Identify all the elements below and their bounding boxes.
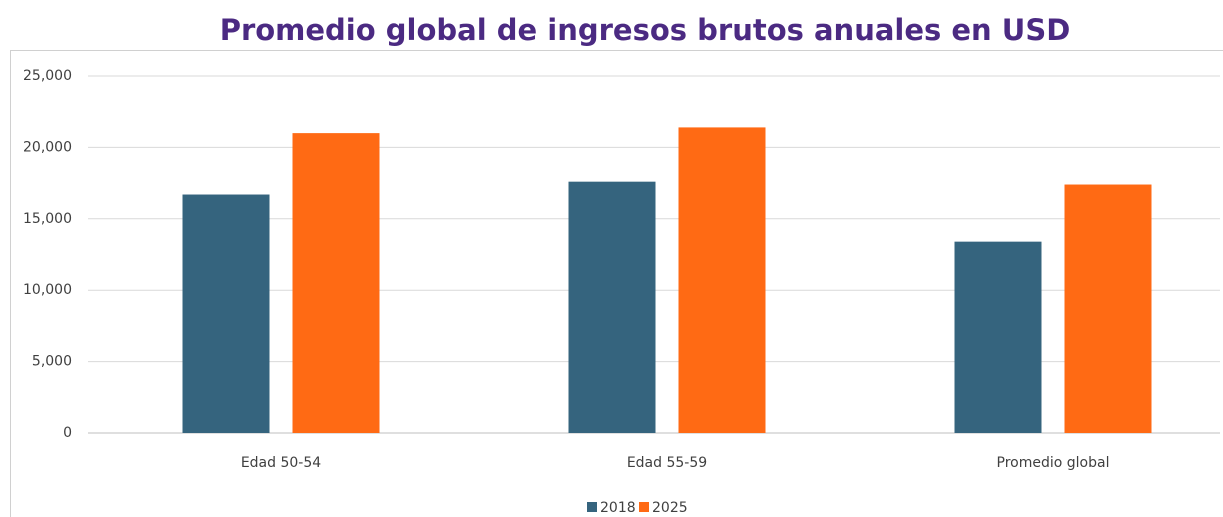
chart-title: Promedio global de ingresos brutos anual…	[220, 13, 1071, 47]
legend-label: 2025	[652, 500, 688, 516]
bar	[678, 127, 766, 434]
bar	[568, 181, 656, 433]
legend-label: 2018	[600, 500, 636, 516]
x-tick-label: Edad 55-59	[627, 455, 707, 471]
bar	[292, 133, 380, 433]
chart-frame	[10, 50, 1223, 517]
legend-swatch	[639, 502, 649, 512]
bar	[954, 241, 1042, 433]
x-tick-label: Promedio global	[997, 455, 1110, 471]
x-tick-label: Edad 50-54	[241, 455, 321, 471]
y-tick-label: 20,000	[23, 139, 72, 155]
y-tick-label: 5,000	[32, 354, 72, 370]
bar	[1064, 184, 1152, 433]
y-tick-label: 0	[63, 425, 72, 441]
y-tick-label: 10,000	[23, 282, 72, 298]
bar	[182, 194, 270, 433]
legend-swatch	[587, 502, 597, 512]
y-tick-label: 25,000	[23, 68, 72, 84]
y-tick-label: 15,000	[23, 211, 72, 227]
